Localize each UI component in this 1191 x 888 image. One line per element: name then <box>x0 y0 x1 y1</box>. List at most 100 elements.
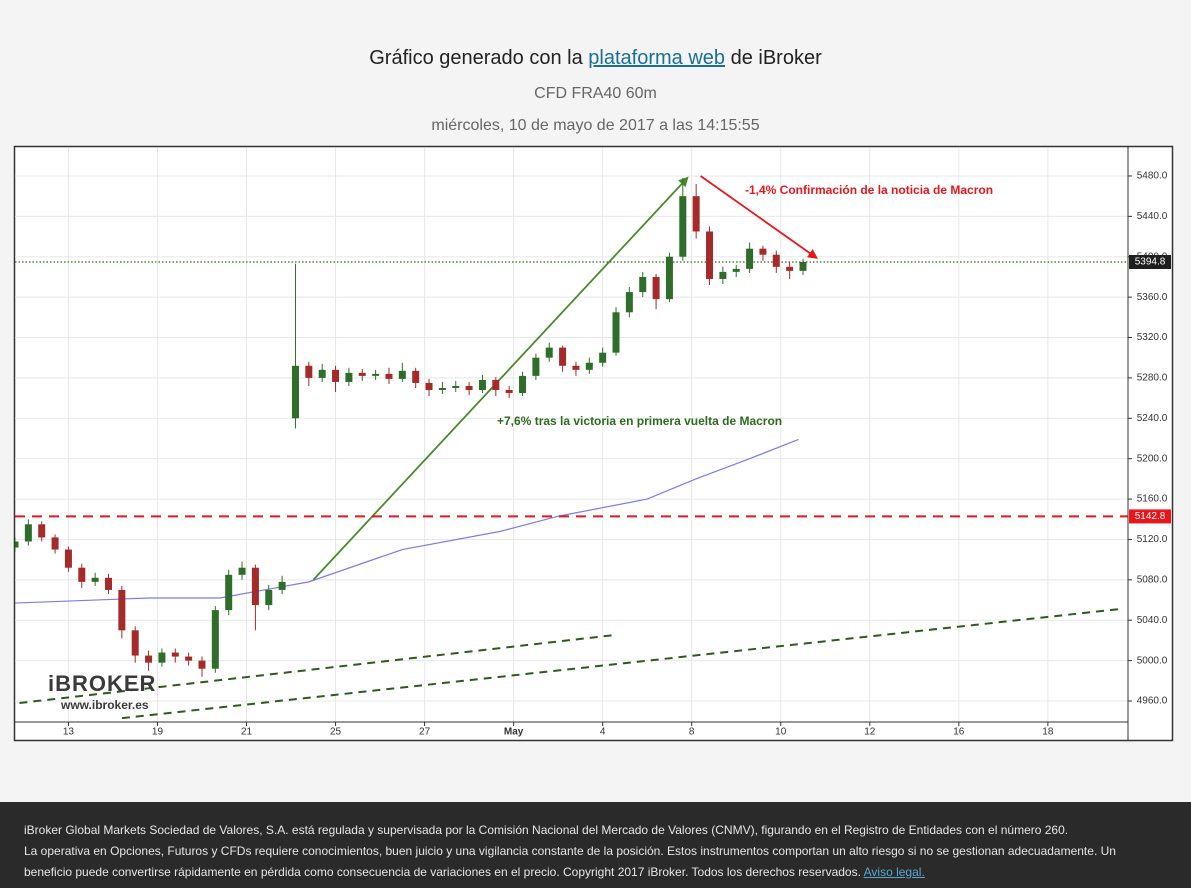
y-tick-label: 5160.0 <box>1137 494 1168 505</box>
candle-body <box>278 581 286 590</box>
candle-body <box>251 567 259 606</box>
price-label-box <box>1129 254 1171 269</box>
page-title: Gráfico generado con la plataforma web d… <box>0 47 1191 70</box>
footer-text: beneficio puede convertirse rápidamente … <box>24 865 925 879</box>
candle-body <box>692 196 700 232</box>
title-text: Gráfico generado con la <box>369 47 589 69</box>
x-tick-label: 25 <box>330 727 342 738</box>
footer: iBroker Global Markets Sociedad de Valor… <box>0 802 1191 888</box>
date: miércoles, 10 de mayo de 2017 a las 14:1… <box>431 117 760 134</box>
x-tick-label: 21 <box>241 727 253 738</box>
candle-body <box>78 567 86 582</box>
candle-body <box>318 369 326 378</box>
candle-body <box>91 577 99 582</box>
candle-body <box>438 387 446 391</box>
x-tick-label: May <box>504 727 524 738</box>
candle-body <box>64 549 72 568</box>
candle-body <box>612 312 620 353</box>
title-link[interactable]: plataforma web <box>588 47 726 69</box>
candle-body <box>679 196 687 257</box>
candle-body <box>505 390 513 394</box>
x-tick-label: 4 <box>600 727 606 738</box>
candle-body <box>799 261 807 271</box>
y-tick-label: 5360.0 <box>1137 292 1168 303</box>
candle-body <box>238 567 246 575</box>
candle-body <box>585 362 593 370</box>
x-tick-label: 18 <box>1042 727 1054 738</box>
candle-body <box>559 347 567 366</box>
candle-body <box>786 266 794 271</box>
candle-body <box>545 347 553 358</box>
candle-body <box>372 373 380 376</box>
candle-body <box>425 382 433 391</box>
candle-body <box>665 256 673 300</box>
y-tick-label: 5320.0 <box>1137 332 1168 343</box>
candle-body <box>158 652 166 663</box>
footer-text: iBroker Global Markets Sociedad de Valor… <box>24 823 1069 837</box>
candle-body <box>15 541 19 548</box>
subtitle: CFD FRA40 60m <box>534 85 657 102</box>
logo: iBROKER <box>48 671 156 696</box>
candle-body <box>625 292 633 313</box>
candle-body <box>478 379 486 391</box>
x-tick-label: 10 <box>775 727 787 738</box>
arrow <box>312 176 689 581</box>
candle-body <box>358 372 366 376</box>
candle-body <box>732 268 740 272</box>
annotation: +7,6% tras la victoria en primera vuelta… <box>497 414 782 428</box>
candle-body <box>398 370 406 379</box>
candle-body <box>719 271 727 279</box>
y-tick-label: 5080.0 <box>1137 574 1168 585</box>
plot <box>15 175 1128 720</box>
arrow <box>700 175 818 259</box>
candle-body <box>492 379 500 391</box>
candle-body <box>759 248 767 255</box>
trendline <box>19 634 612 705</box>
candle-body <box>24 524 32 542</box>
legal-link[interactable]: Aviso legal. <box>863 865 925 879</box>
candle-body <box>265 589 273 606</box>
annotation: -1,4% Confirmación de la noticia de Macr… <box>745 183 993 197</box>
candle-body <box>171 652 179 657</box>
candle-body <box>412 370 420 383</box>
candle-body <box>519 375 527 394</box>
candle-body <box>706 231 714 279</box>
candle-body <box>572 365 580 370</box>
y-tick-label: 4960.0 <box>1137 696 1168 707</box>
candle-body <box>211 610 219 669</box>
footer-text: beneficio puede convertirse rápidamente … <box>24 865 864 879</box>
logo-url: www.ibroker.es <box>60 698 149 712</box>
candle-body <box>225 574 233 611</box>
candle-body <box>345 372 353 382</box>
moving-average <box>15 438 799 604</box>
candle-body <box>104 577 112 590</box>
candle-body <box>332 369 340 382</box>
price-label: 5142.8 <box>1135 511 1166 522</box>
y-tick-label: 5200.0 <box>1137 453 1168 464</box>
title-text: de iBroker <box>725 47 822 69</box>
candle-body <box>145 655 153 663</box>
candle-body <box>639 276 647 293</box>
y-tick-label: 5240.0 <box>1137 413 1168 424</box>
x-tick-label: 27 <box>419 727 431 738</box>
candle-body <box>291 365 299 419</box>
y-tick-label: 5000.0 <box>1137 655 1168 666</box>
price-label: 5394.8 <box>1135 257 1166 268</box>
candle-body <box>305 365 313 378</box>
candle-body <box>118 589 126 631</box>
footer-text: La operativa en Opciones, Futuros y CFDs… <box>24 844 1116 858</box>
y-tick-label: 5440.0 <box>1137 211 1168 222</box>
candle-body <box>599 352 607 363</box>
candle-body <box>652 276 660 300</box>
candle-body <box>385 373 393 379</box>
candle-body <box>198 660 206 669</box>
x-tick-label: 19 <box>152 727 164 738</box>
y-tick-label: 5040.0 <box>1137 615 1168 626</box>
price-label-box <box>1129 509 1171 524</box>
y-tick-label: 5280.0 <box>1137 373 1168 384</box>
candle-body <box>746 248 754 269</box>
axes: 4960.0 5000.0 5040.0 5080.0 5120.0 5160.0 5200… <box>15 147 1171 740</box>
candle-body <box>131 630 139 656</box>
y-tick-label: 5120.0 <box>1137 534 1168 545</box>
